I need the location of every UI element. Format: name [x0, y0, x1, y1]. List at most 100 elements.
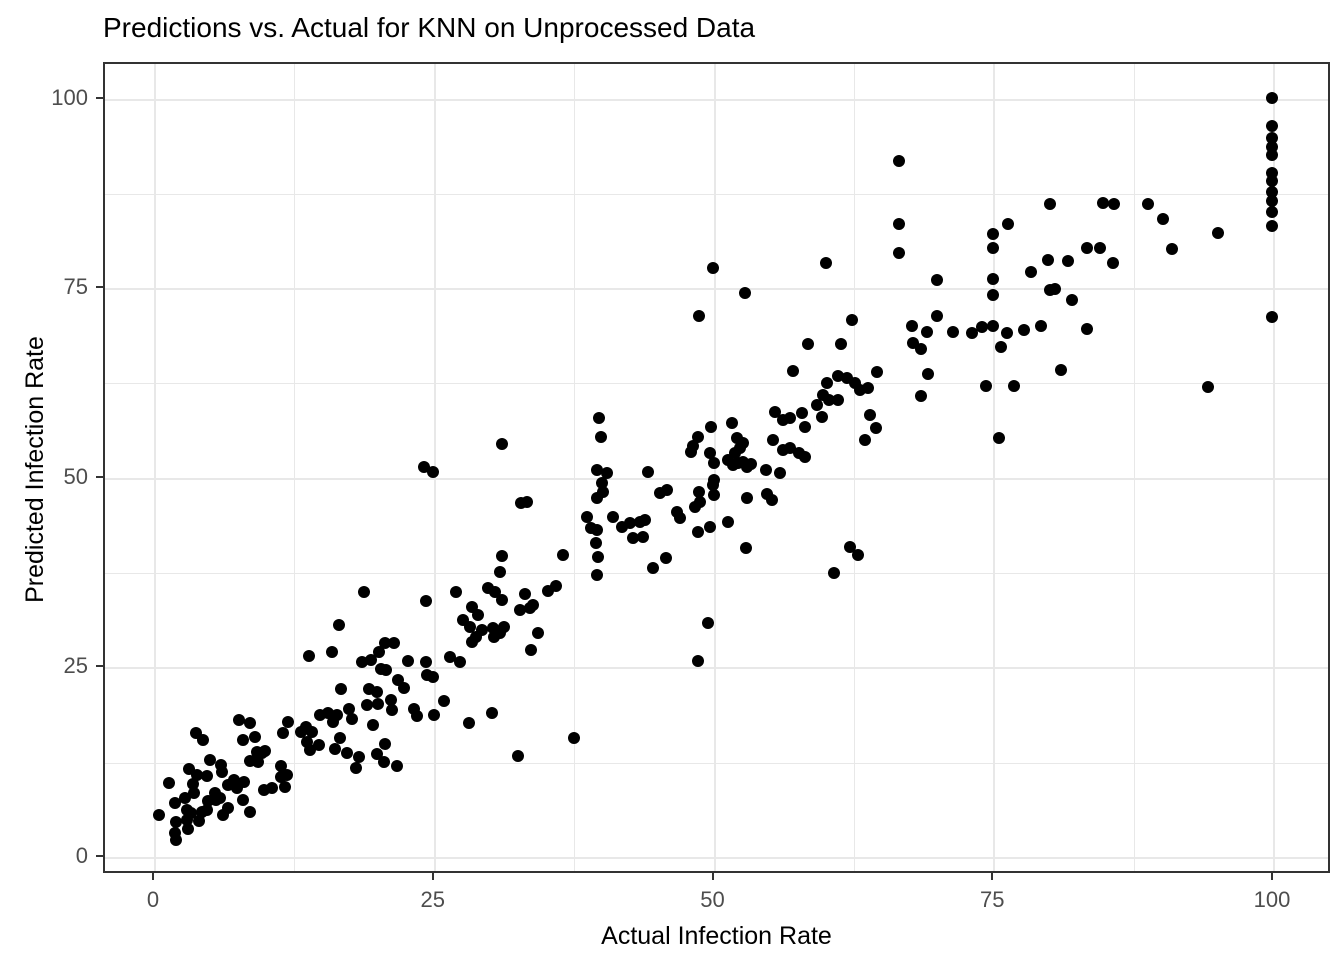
data-point	[493, 565, 506, 578]
data-point	[706, 262, 719, 275]
data-point	[581, 510, 594, 523]
x-minor-gridline	[853, 64, 855, 871]
data-point	[1266, 206, 1278, 219]
data-point	[527, 598, 540, 611]
data-point	[181, 822, 194, 835]
data-point	[334, 683, 347, 696]
data-point	[987, 272, 1000, 285]
data-point	[488, 630, 501, 643]
data-point	[627, 532, 640, 545]
data-point	[801, 338, 814, 350]
data-point	[197, 733, 210, 746]
data-point	[831, 394, 844, 407]
data-point	[1266, 120, 1278, 133]
y-minor-gridline	[105, 193, 1328, 195]
data-point	[170, 815, 183, 828]
data-point	[204, 753, 217, 766]
data-point	[820, 376, 833, 389]
y-axis-tick	[96, 855, 103, 857]
data-point	[373, 645, 386, 658]
data-point	[276, 727, 289, 740]
data-point	[765, 494, 778, 507]
data-point	[520, 495, 533, 508]
data-point	[1157, 212, 1170, 225]
data-point	[279, 780, 292, 793]
data-point	[367, 718, 380, 731]
y-major-gridline	[105, 857, 1328, 859]
y-axis-tick	[96, 96, 103, 99]
data-point	[702, 617, 715, 630]
y-major-gridline	[105, 288, 1328, 291]
data-point	[305, 726, 318, 739]
data-point	[704, 447, 717, 460]
data-point	[1093, 242, 1106, 255]
data-point	[976, 321, 989, 334]
x-major-gridline	[993, 64, 996, 871]
data-point	[693, 309, 706, 322]
data-point	[377, 755, 390, 768]
data-point	[819, 256, 832, 269]
data-point	[390, 759, 403, 772]
data-point	[214, 792, 227, 805]
x-axis-tick	[711, 873, 714, 880]
data-point	[893, 218, 906, 231]
data-point	[233, 714, 246, 727]
data-point	[237, 775, 250, 788]
data-point	[302, 649, 315, 662]
data-point	[799, 451, 812, 464]
data-point	[463, 620, 476, 633]
data-point	[556, 548, 569, 561]
data-point	[333, 731, 346, 744]
data-point	[914, 390, 927, 403]
data-point	[152, 809, 165, 822]
data-point	[641, 466, 654, 479]
data-point	[1062, 255, 1075, 268]
y-axis-tick	[96, 475, 103, 478]
data-point	[1048, 282, 1061, 295]
data-point	[835, 338, 848, 350]
x-axis-tick	[152, 873, 154, 880]
data-point	[864, 409, 877, 422]
data-point	[705, 420, 718, 433]
data-point	[674, 511, 687, 524]
data-point	[236, 733, 249, 746]
y-axis-tick	[96, 665, 103, 668]
data-point	[397, 682, 410, 695]
y-tick-label: 0	[75, 843, 88, 868]
data-point	[358, 586, 371, 599]
data-point	[378, 737, 391, 750]
data-point	[693, 485, 706, 498]
data-point	[1141, 198, 1154, 211]
data-point	[593, 412, 606, 425]
data-point	[329, 743, 342, 756]
data-point	[411, 709, 424, 722]
data-point	[591, 491, 604, 504]
data-point	[828, 567, 841, 580]
data-point	[869, 422, 882, 435]
x-tick-label: 25	[420, 887, 445, 912]
data-point	[402, 655, 415, 668]
data-point	[514, 604, 527, 617]
data-point	[914, 342, 927, 355]
data-point	[1266, 174, 1278, 187]
data-point	[426, 466, 439, 479]
data-point	[707, 457, 720, 470]
data-point	[342, 702, 355, 715]
data-point	[987, 242, 1000, 255]
data-point	[722, 516, 735, 529]
data-point	[591, 463, 604, 476]
x-axis-tick	[991, 873, 994, 880]
data-point	[462, 717, 475, 730]
data-point	[170, 834, 183, 847]
y-minor-gridline	[105, 762, 1328, 764]
data-point	[590, 536, 603, 549]
data-point	[659, 551, 672, 564]
data-point	[1202, 381, 1215, 394]
data-point	[685, 445, 698, 458]
data-point	[760, 463, 773, 476]
data-point	[281, 768, 294, 781]
data-point	[221, 802, 234, 815]
x-tick-label: 0	[146, 887, 160, 912]
data-point	[244, 717, 257, 730]
